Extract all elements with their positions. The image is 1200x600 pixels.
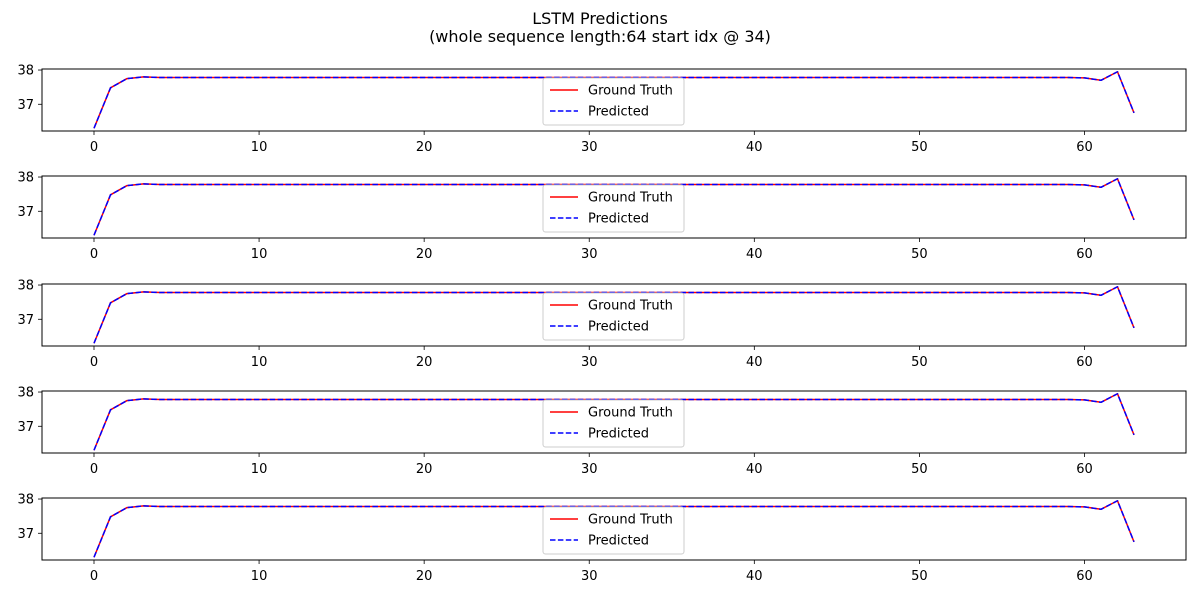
figure-title-line2: (whole sequence length:64 start idx @ 34… xyxy=(429,27,771,46)
x-tick-label: 60 xyxy=(1076,247,1093,262)
x-tick-label: 40 xyxy=(746,462,763,477)
figure-title-line1: LSTM Predictions xyxy=(532,9,668,28)
x-tick-label: 50 xyxy=(911,355,928,370)
y-tick-label: 38 xyxy=(17,279,34,294)
y-tick-label: 37 xyxy=(17,420,34,435)
x-tick-label: 30 xyxy=(581,355,598,370)
legend: Ground Truth Predicted xyxy=(542,292,685,341)
legend-box xyxy=(542,506,685,555)
legend-predicted-label: Predicted xyxy=(588,212,649,227)
x-tick-label: 0 xyxy=(90,355,98,370)
subplot-4: 0 10 20 30 40 50 60 37 38 Ground Truth Predicted xyxy=(17,386,1187,477)
x-tick-label: 40 xyxy=(746,569,763,584)
subplot-1: 0 10 20 30 40 50 60 37 38 Ground Truth Predicted xyxy=(17,64,1187,155)
x-tick-label: 60 xyxy=(1076,140,1093,155)
y-tick-label: 38 xyxy=(17,64,34,79)
legend-box xyxy=(542,292,685,341)
x-tick-label: 10 xyxy=(251,247,268,262)
legend-ground-truth-label: Ground Truth xyxy=(588,406,673,421)
legend: Ground Truth Predicted xyxy=(542,77,685,126)
y-tick-label: 38 xyxy=(17,386,34,401)
x-tick-label: 50 xyxy=(911,247,928,262)
subplot-2: 0 10 20 30 40 50 60 37 38 Ground Truth Predicted xyxy=(17,171,1187,262)
legend-predicted-label: Predicted xyxy=(588,320,649,335)
x-tick-label: 0 xyxy=(90,462,98,477)
legend-ground-truth-label: Ground Truth xyxy=(588,299,673,314)
y-tick-label: 38 xyxy=(17,493,34,508)
legend-ground-truth-label: Ground Truth xyxy=(588,191,673,206)
legend-box xyxy=(542,184,685,233)
x-tick-label: 20 xyxy=(416,247,433,262)
x-tick-label: 0 xyxy=(90,140,98,155)
y-tick-label: 37 xyxy=(17,98,34,113)
x-tick-label: 10 xyxy=(251,355,268,370)
x-tick-label: 20 xyxy=(416,569,433,584)
y-tick-label: 37 xyxy=(17,205,34,220)
x-tick-label: 30 xyxy=(581,247,598,262)
x-tick-label: 20 xyxy=(416,462,433,477)
x-tick-label: 50 xyxy=(911,569,928,584)
x-tick-label: 30 xyxy=(581,569,598,584)
axes-frame xyxy=(41,68,1187,132)
legend-predicted-label: Predicted xyxy=(588,427,649,442)
legend-predicted-label: Predicted xyxy=(588,105,649,120)
legend-ground-truth-label: Ground Truth xyxy=(588,84,673,99)
x-tick-label: 10 xyxy=(251,462,268,477)
x-tick-label: 0 xyxy=(90,247,98,262)
x-tick-label: 40 xyxy=(746,140,763,155)
subplot-5: 0 10 20 30 40 50 60 37 38 Ground Truth Predicted xyxy=(17,493,1187,584)
legend: Ground Truth Predicted xyxy=(542,399,685,448)
x-tick-label: 40 xyxy=(746,247,763,262)
x-tick-label: 10 xyxy=(251,569,268,584)
axes-frame xyxy=(41,390,1187,454)
axes-frame xyxy=(41,175,1187,239)
subplot-3: 0 10 20 30 40 50 60 37 38 Ground Truth Predicted xyxy=(17,279,1187,370)
legend: Ground Truth Predicted xyxy=(542,184,685,233)
legend-box xyxy=(542,77,685,126)
x-tick-label: 50 xyxy=(911,140,928,155)
x-tick-label: 60 xyxy=(1076,355,1093,370)
y-tick-label: 38 xyxy=(17,171,34,186)
y-tick-label: 37 xyxy=(17,527,34,542)
x-tick-label: 20 xyxy=(416,140,433,155)
axes-frame xyxy=(41,283,1187,347)
subplots: 0 10 20 30 40 50 60 37 38 Ground Truth Predicted 0 1… xyxy=(17,64,1187,584)
y-tick-label: 37 xyxy=(17,313,34,328)
x-tick-label: 60 xyxy=(1076,462,1093,477)
x-tick-label: 50 xyxy=(911,462,928,477)
x-tick-label: 10 xyxy=(251,140,268,155)
x-tick-label: 30 xyxy=(581,140,598,155)
x-tick-label: 20 xyxy=(416,355,433,370)
axes-frame xyxy=(41,497,1187,561)
legend-ground-truth-label: Ground Truth xyxy=(588,513,673,528)
x-tick-label: 40 xyxy=(746,355,763,370)
legend: Ground Truth Predicted xyxy=(542,506,685,555)
legend-box xyxy=(542,399,685,448)
x-tick-label: 60 xyxy=(1076,569,1093,584)
x-tick-label: 30 xyxy=(581,462,598,477)
x-tick-label: 0 xyxy=(90,569,98,584)
legend-predicted-label: Predicted xyxy=(588,534,649,549)
